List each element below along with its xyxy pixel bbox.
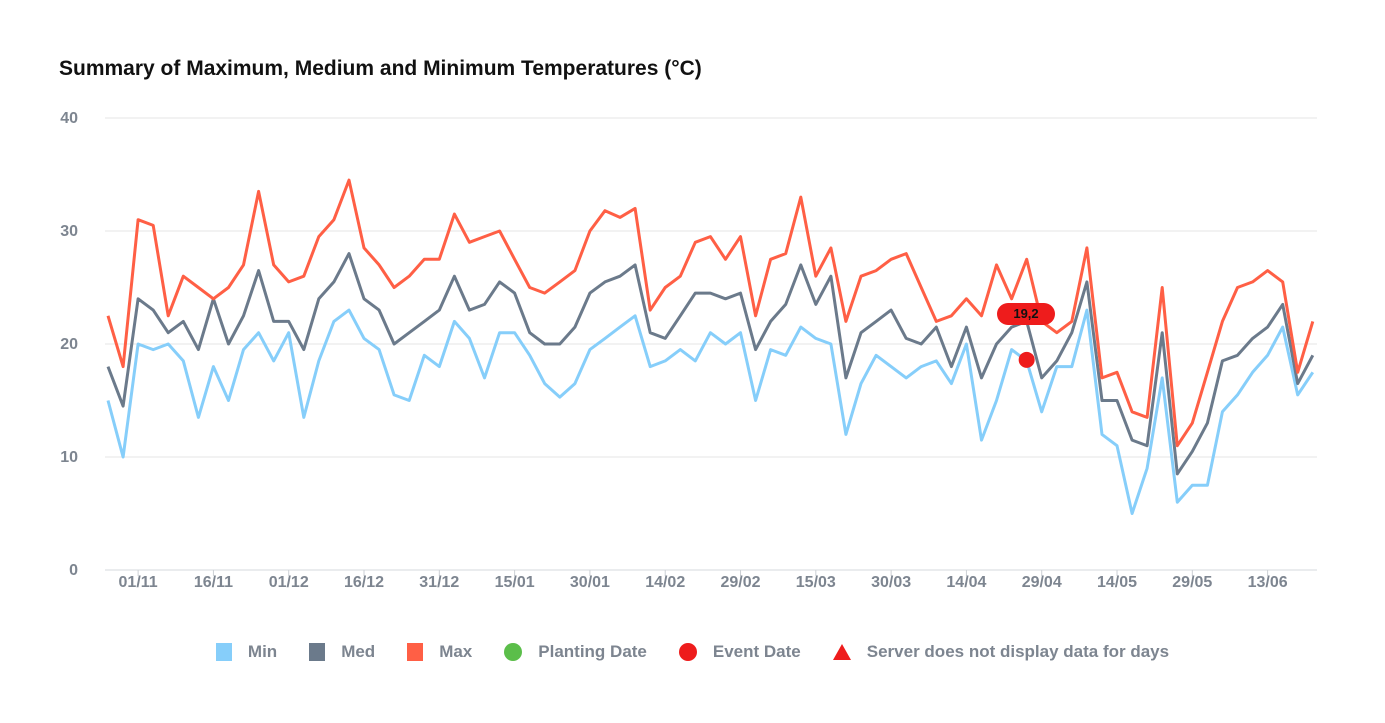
event-tooltip: 19,2	[997, 303, 1055, 325]
x-tick-label: 13/06	[1248, 574, 1288, 591]
x-tick-label: 14/05	[1097, 574, 1137, 591]
green-circle-icon	[504, 643, 523, 661]
x-tick-label: 29/02	[720, 574, 760, 591]
legend-item-planting-date[interactable]: Planting Date	[504, 642, 647, 662]
series-line-max	[106, 178, 1315, 448]
x-tick-label: 14/02	[645, 574, 685, 591]
legend-item-no-data[interactable]: Server does not display data for days	[832, 642, 1170, 662]
y-tick-label: 30	[60, 223, 78, 240]
legend-label: Max	[439, 642, 473, 661]
x-tick-label: 15/03	[796, 574, 836, 591]
x-tick-label: 01/12	[269, 574, 309, 591]
legend: Min Med Max Planting Date Event Date Ser…	[0, 642, 1385, 662]
y-tick-label: 20	[60, 336, 78, 353]
legend-item-max[interactable]: Max	[407, 642, 472, 662]
x-tick-label: 29/05	[1172, 574, 1212, 591]
legend-label: Planting Date	[538, 642, 647, 661]
legend-item-med[interactable]: Med	[309, 642, 375, 662]
max-swatch-icon	[407, 643, 424, 661]
legend-label: Server does not display data for days	[866, 642, 1170, 661]
series-line-min	[106, 308, 1315, 515]
x-tick-label: 30/03	[871, 574, 911, 591]
x-tick-label: 29/04	[1022, 574, 1062, 591]
x-tick-label: 01/11	[119, 574, 158, 591]
x-tick-label: 15/01	[495, 574, 535, 591]
legend-item-event-date[interactable]: Event Date	[678, 642, 801, 662]
legend-item-min[interactable]: Min	[215, 642, 278, 662]
y-tick-label: 10	[60, 449, 78, 466]
x-tick-label: 16/11	[194, 574, 233, 591]
x-tick-label: 14/04	[946, 574, 986, 591]
min-swatch-icon	[215, 643, 232, 661]
event-date-marker	[1018, 351, 1035, 368]
chart-title: Summary of Maximum, Medium and Minimum T…	[59, 57, 702, 80]
y-tick-label: 0	[69, 562, 78, 579]
legend-label: Event Date	[712, 642, 801, 661]
legend-label: Min	[247, 642, 278, 661]
y-tick-label: 40	[60, 110, 78, 127]
red-circle-icon	[678, 643, 697, 661]
series-line-med	[106, 252, 1315, 476]
x-tick-label: 31/12	[419, 574, 459, 591]
x-tick-label: 30/01	[570, 574, 610, 591]
x-tick-label: 16/12	[344, 574, 384, 591]
legend-label: Med	[341, 642, 376, 661]
warning-triangle-icon	[832, 644, 851, 660]
med-swatch-icon	[309, 643, 326, 661]
